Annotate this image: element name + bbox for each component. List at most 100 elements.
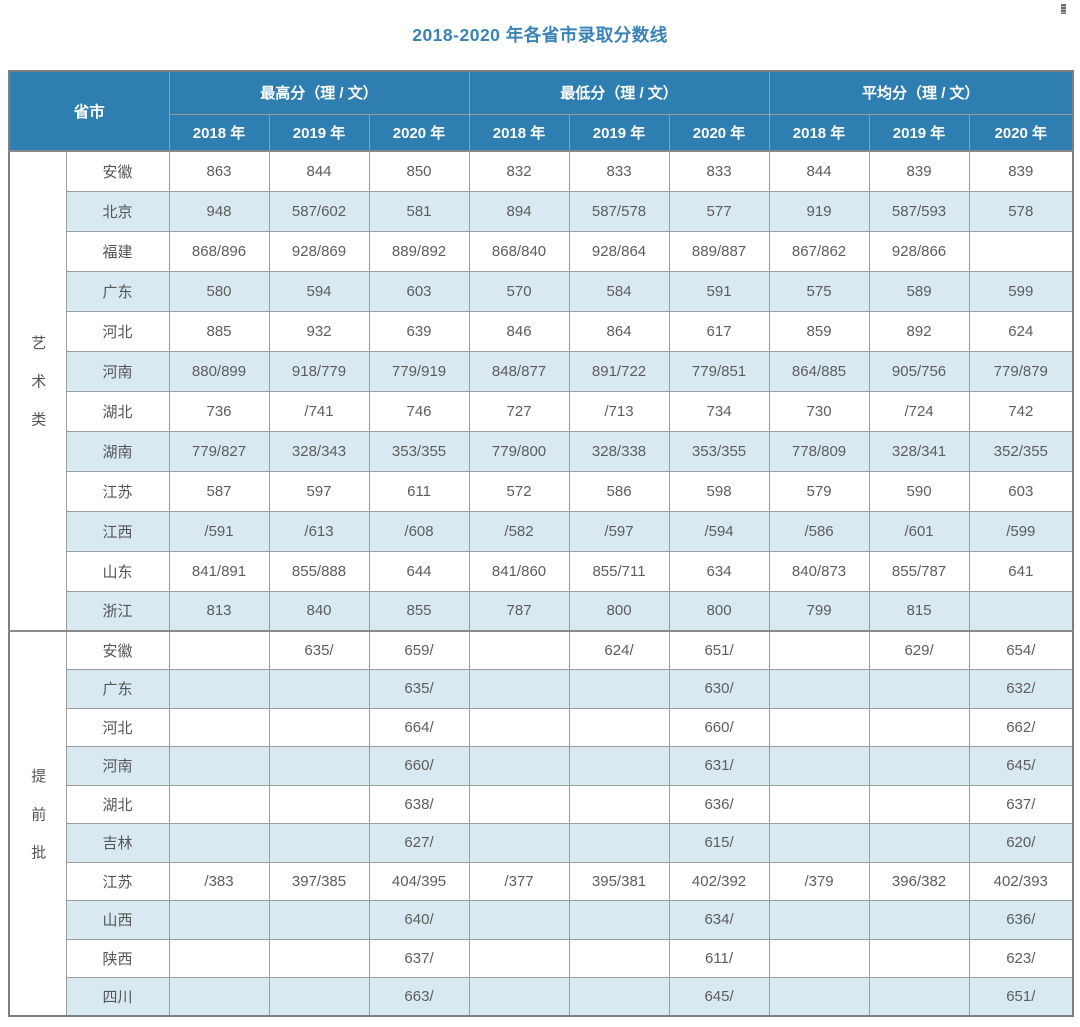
score-cell: [168, 630, 270, 670]
score-cell: [768, 707, 870, 747]
score-cell: 663/: [368, 977, 470, 1017]
score-cell: 660/: [368, 746, 470, 786]
header-year-2018: 2018 年: [168, 113, 270, 152]
score-cell: /586: [768, 510, 870, 552]
score-cell: 850: [368, 150, 470, 192]
table-row: 河南 880/899 918/779 779/919 848/877 891/722 779…: [9, 350, 1074, 392]
table-row: 江苏 587 597 611 572 586 598 579 590 603: [9, 470, 1074, 512]
score-cell: 855/787: [868, 550, 970, 592]
header-province: 省市: [8, 70, 170, 152]
score-cell: 570: [468, 270, 570, 312]
score-cell: [568, 746, 670, 786]
score-cell: 662/: [968, 707, 1074, 747]
province-cell: 湖北: [65, 390, 170, 432]
score-cell: [568, 938, 670, 978]
table-row: 广东 580 594 603 570 584 591 575 589 599: [9, 270, 1074, 312]
table-row: 艺术类 安徽 863 844 850 832 833 833 844 839 839: [8, 150, 1074, 632]
province-cell: 吉林: [65, 823, 170, 863]
admission-scores-table: 省市 最高分（理 / 文） 最低分（理 / 文） 平均分（理 / 文） 2018…: [8, 70, 1075, 1017]
province-cell: 广东: [65, 270, 170, 312]
table-row: 湖南 779/827 328/343 353/355 779/800 328/338 353…: [9, 430, 1074, 472]
score-cell: /599: [968, 510, 1074, 552]
score-cell: 598: [668, 470, 770, 512]
score-cell: 799: [768, 590, 870, 632]
score-cell: [468, 669, 570, 709]
table-row: 四川 663/645/651/: [9, 977, 1074, 1017]
score-cell: 402/393: [968, 861, 1074, 901]
score-cell: 636/: [668, 784, 770, 824]
header-year-2019: 2019 年: [568, 113, 670, 152]
score-cell: 634/: [668, 900, 770, 940]
score-cell: 599: [968, 270, 1074, 312]
score-cell: [268, 900, 370, 940]
table-row: 河南 660/631/645/: [9, 746, 1074, 786]
header-group-row: 省市 最高分（理 / 文） 最低分（理 / 文） 平均分（理 / 文）: [8, 70, 1074, 152]
score-cell: 634: [668, 550, 770, 592]
header-year-2019: 2019 年: [868, 113, 970, 152]
score-cell: /594: [668, 510, 770, 552]
score-cell: 629/: [868, 630, 970, 670]
score-cell: 651/: [668, 630, 770, 670]
score-cell: 844: [268, 150, 370, 192]
score-cell: 889/887: [668, 230, 770, 272]
score-cell: [168, 707, 270, 747]
score-cell: [868, 977, 970, 1017]
score-cell: 833: [668, 150, 770, 192]
table-row: 提前批 安徽 635/659/624/651/629/654/: [8, 630, 1074, 1017]
score-cell: 352/355: [968, 430, 1074, 472]
score-cell: 864/885: [768, 350, 870, 392]
score-cell: 586: [568, 470, 670, 512]
province-cell: 浙江: [65, 590, 170, 632]
score-cell: [568, 823, 670, 863]
score-cell: 645/: [968, 746, 1074, 786]
score-cell: [268, 784, 370, 824]
score-cell: 636/: [968, 900, 1074, 940]
score-cell: 402/392: [668, 861, 770, 901]
score-cell: 635/: [268, 630, 370, 670]
header-year-2019: 2019 年: [268, 113, 370, 152]
province-cell: 四川: [65, 977, 170, 1017]
score-cell: [468, 938, 570, 978]
score-cell: 839: [868, 150, 970, 192]
score-cell: [868, 938, 970, 978]
score-cell: 841/891: [168, 550, 270, 592]
score-cell: [268, 669, 370, 709]
score-cell: 813: [168, 590, 270, 632]
score-cell: 584: [568, 270, 670, 312]
score-cell: /601: [868, 510, 970, 552]
province-cell: 福建: [65, 230, 170, 272]
page-title: 2018-2020 年各省市录取分数线: [412, 25, 668, 45]
score-cell: /582: [468, 510, 570, 552]
score-cell: [268, 938, 370, 978]
score-cell: 631/: [668, 746, 770, 786]
score-cell: 742: [968, 390, 1074, 432]
score-cell: 855/888: [268, 550, 370, 592]
score-cell: 918/779: [268, 350, 370, 392]
score-cell: [168, 784, 270, 824]
header-group-max: 最高分（理 / 文）: [168, 70, 470, 115]
score-cell: 905/756: [868, 350, 970, 392]
province-cell: 安徽: [65, 150, 170, 192]
score-cell: 832: [468, 150, 570, 192]
table-row: 山东 841/891 855/888 644 841/860 855/711 634 840/…: [9, 550, 1074, 592]
score-cell: 630/: [668, 669, 770, 709]
score-cell: [868, 746, 970, 786]
table-row: 北京 948 587/602 581 894 587/578 577 919 587/593 57…: [9, 190, 1074, 232]
score-cell: /379: [768, 861, 870, 901]
province-cell: 北京: [65, 190, 170, 232]
score-cell: 891/722: [568, 350, 670, 392]
score-cell: 587/602: [268, 190, 370, 232]
score-cell: 839: [968, 150, 1074, 192]
score-cell: 779/919: [368, 350, 470, 392]
table-row: 广东 635/630/632/: [9, 669, 1074, 709]
score-cell: /741: [268, 390, 370, 432]
score-cell: [468, 784, 570, 824]
score-cell: 867/862: [768, 230, 870, 272]
score-cell: 778/809: [768, 430, 870, 472]
score-cell: 846: [468, 310, 570, 352]
score-cell: 815: [868, 590, 970, 632]
score-cell: 833: [568, 150, 670, 192]
score-cell: /377: [468, 861, 570, 901]
score-cell: 353/355: [668, 430, 770, 472]
province-cell: 河南: [65, 746, 170, 786]
